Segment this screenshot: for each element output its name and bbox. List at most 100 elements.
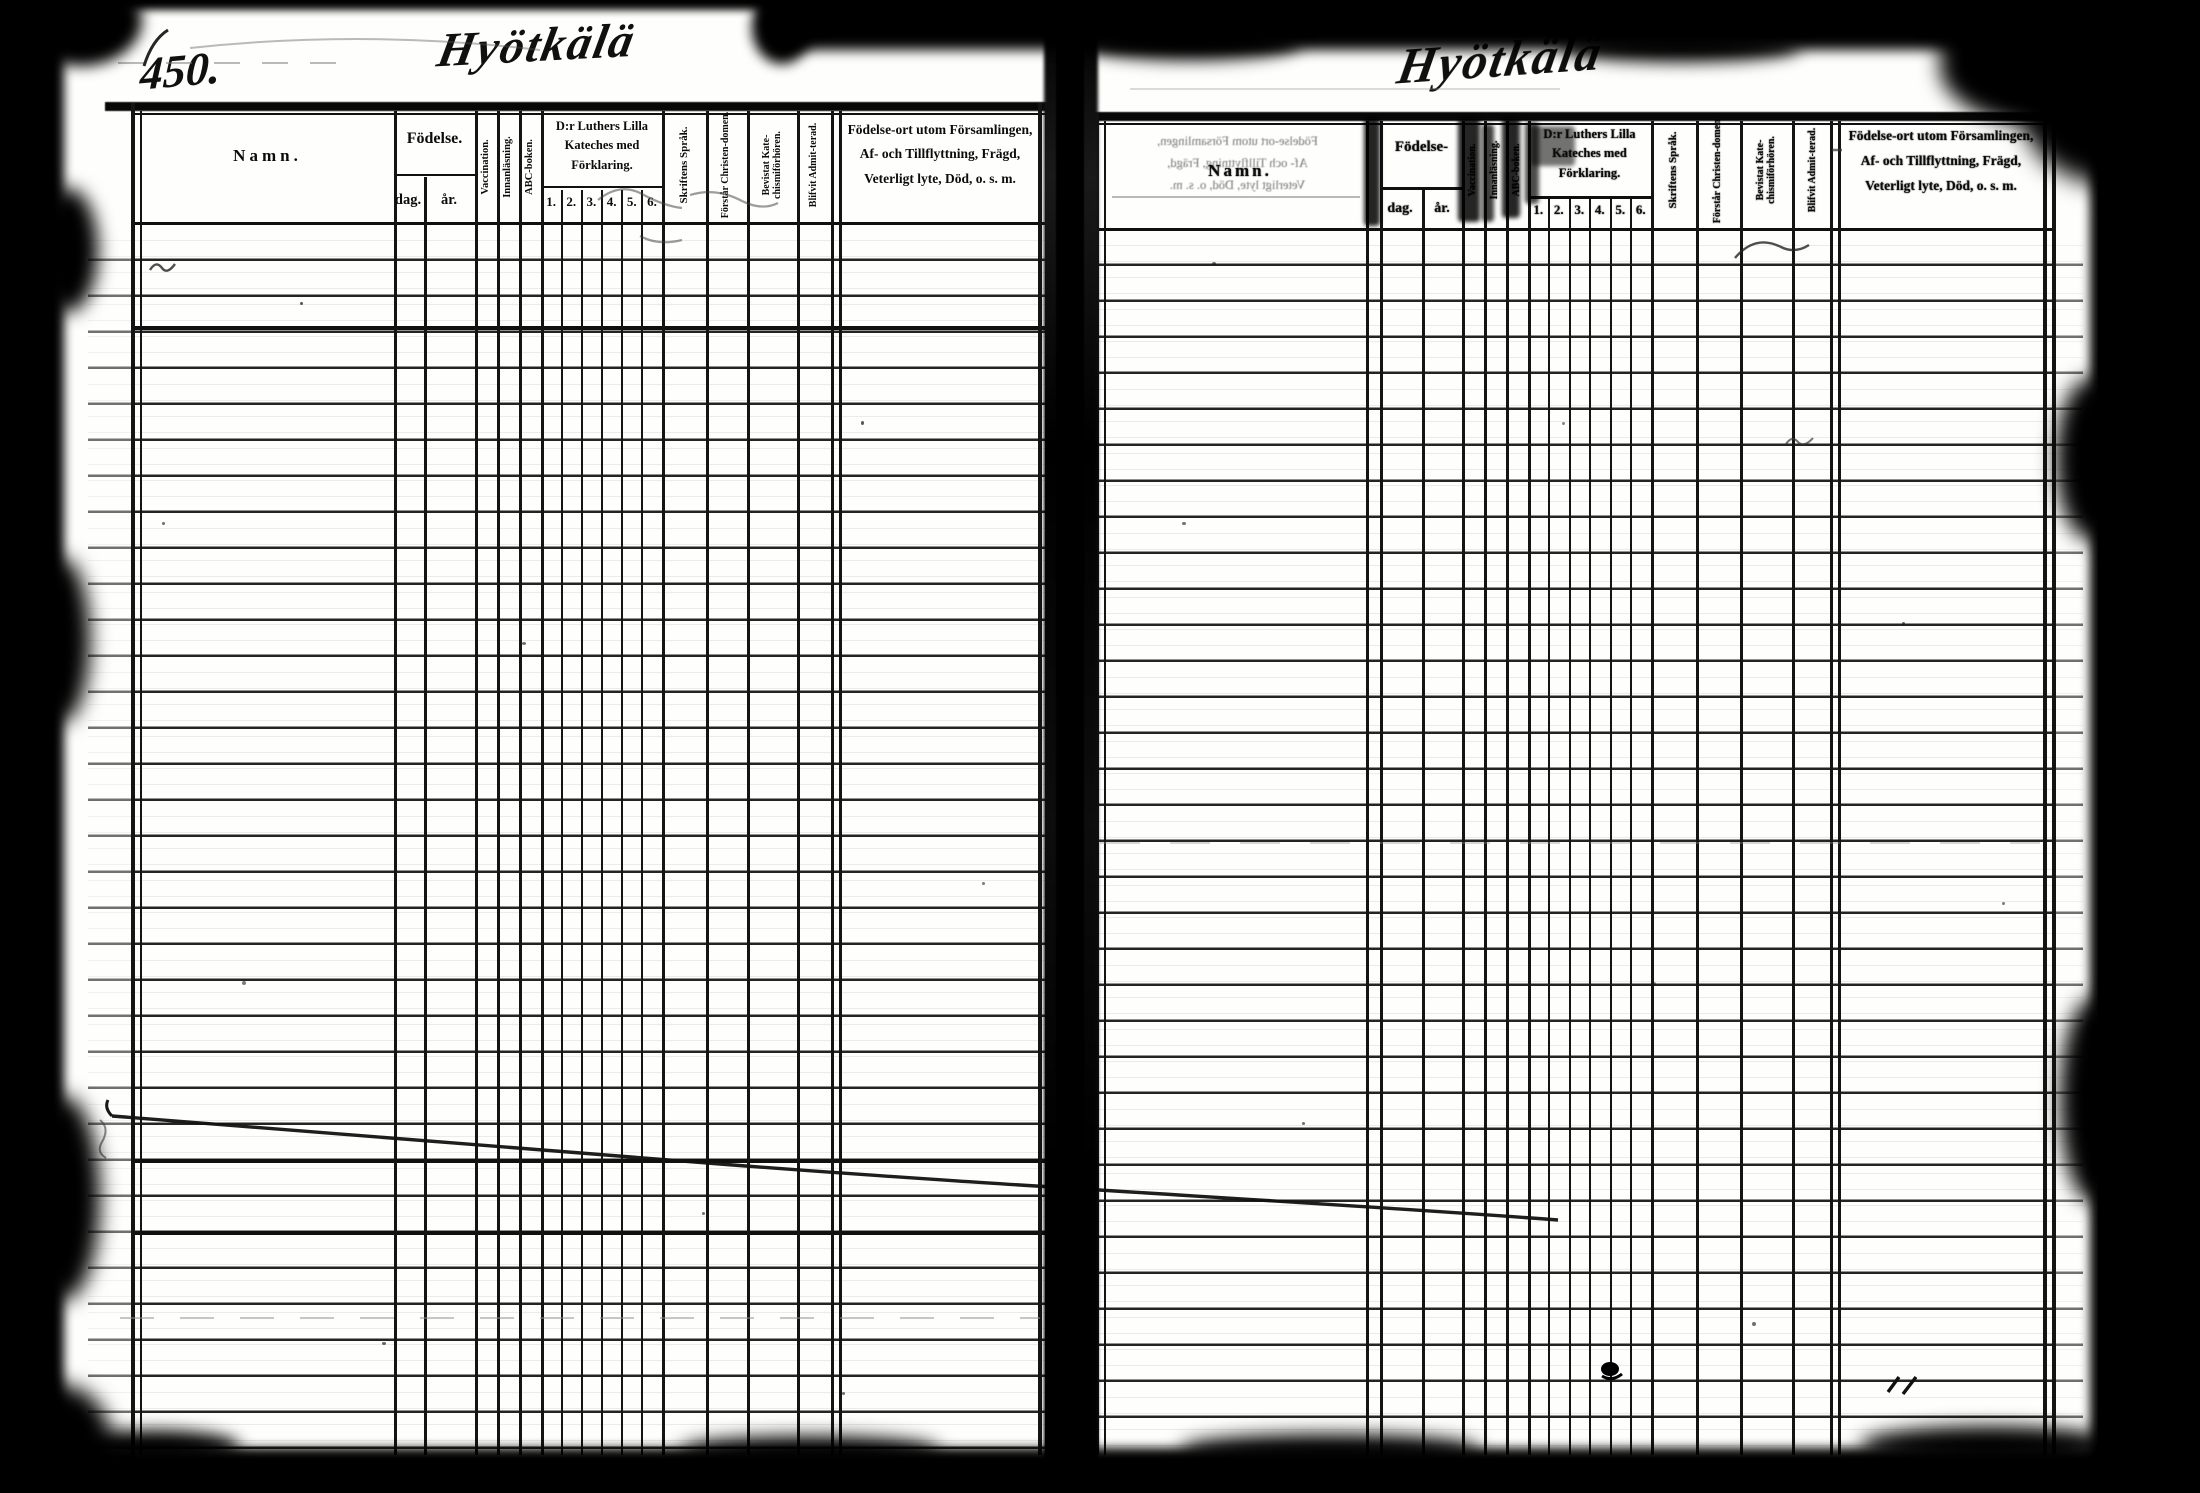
right-table-right-border [2043, 105, 2047, 1455]
gridline-h [394, 174, 475, 176]
dust-speck [1182, 522, 1186, 525]
gridline-v [1630, 199, 1632, 1455]
ink-smudge [1482, 124, 1494, 222]
luthers-subcol: 2. [566, 194, 577, 209]
gridline-h [131, 1159, 1046, 1163]
gridline-v [706, 111, 709, 1455]
remarks-line: Veterligt lyte, Död, o. s. m. [1865, 177, 2017, 193]
gridline-v [1548, 199, 1550, 1455]
left-table-top-border [105, 102, 1050, 111]
scan-edge-top-left [50, 0, 790, 10]
column-header-namn: Namn. [1208, 161, 1272, 180]
dust-speck [842, 1392, 845, 1395]
gridline-v [621, 190, 623, 1455]
gridline-h [1095, 123, 2053, 125]
luthers-line: D:r Luthers Lilla [1543, 127, 1636, 141]
column-header-fodelse: Födelse- [1394, 139, 1449, 155]
gridline-h [541, 186, 662, 188]
gridline-v [797, 111, 800, 1455]
remarks-line: Födelse-ort utom Församlingen, [847, 122, 1033, 137]
gridline-h [131, 1231, 1046, 1235]
scan-edge-blob [2026, 56, 2200, 186]
gridline-v [475, 111, 478, 1455]
gridline-v [394, 111, 397, 1455]
scan-streak [118, 62, 358, 64]
scan-edge-blob [34, 558, 90, 722]
gridline-h [131, 326, 1046, 330]
column-header-luthers-kateches: D:r Luthers Lilla Kateches med Förklarin… [1531, 125, 1648, 183]
small-mark [148, 263, 176, 272]
scan-edge-top-right [760, 0, 2140, 50]
remarks-line: Födelse-ort utom Församlingen, [1848, 128, 2034, 143]
gridline-h [131, 113, 1046, 115]
gridline-v [1696, 121, 1699, 1455]
gridline-v [497, 111, 500, 1455]
gridline-v [1830, 121, 1833, 1455]
scan-edge-blob [752, 0, 812, 64]
left-header-bottom-rule [131, 222, 1046, 225]
gridline-v [1740, 121, 1743, 1455]
ink-smudge [1502, 118, 1520, 218]
gridline-v [1838, 121, 1841, 1455]
gridline-v [839, 111, 842, 1455]
stray-line-hook [105, 1099, 114, 1118]
edge-loop-mark [98, 1119, 107, 1159]
luthers-subcol: 5. [1615, 202, 1626, 217]
luthers-line: D:r Luthers Lilla [555, 119, 649, 133]
dust-speck [1902, 622, 1905, 625]
dust-speck [861, 421, 864, 425]
small-mark [1785, 437, 1814, 446]
dust-speck [1562, 422, 1565, 425]
column-header-luthers-kateches: D:r Luthers Lilla Kateches med Förklarin… [544, 117, 660, 175]
gridline-v [1651, 121, 1654, 1455]
corner-hook-mark [142, 28, 169, 67]
dust-speck [300, 302, 303, 305]
luthers-line: Kateches med [1552, 146, 1627, 161]
gridline-v [561, 190, 563, 1455]
subheader-dag: dag. [394, 192, 422, 208]
scan-edge-blob [38, 188, 98, 312]
ink-blob [1601, 1362, 1619, 1376]
gridline-v [1462, 121, 1465, 1455]
gridline-v [519, 111, 522, 1455]
scan-edge-bottom [0, 1448, 2200, 1493]
luthers-line: Kateches med [564, 138, 640, 153]
book-gutter-core [1056, 0, 1084, 1493]
luthers-subcol: 1. [1533, 202, 1544, 217]
left-table-rows [131, 225, 1046, 1449]
luthers-subcolumns: 1. 2. 3. 4. 5. 6. [541, 194, 662, 220]
right-table-rows [1095, 230, 2053, 1450]
luthers-line: Förklaring. [571, 157, 633, 172]
gridline-v [831, 111, 834, 1455]
luthers-subcol: 2. [1553, 202, 1564, 217]
luthers-subcol: 3. [586, 194, 597, 209]
dust-speck [522, 642, 526, 645]
gridline-v [641, 190, 643, 1455]
scan-edge-blob [1080, 28, 1300, 60]
dust-speck [382, 1342, 386, 1345]
dust-speck [1422, 762, 1425, 765]
gridline-v [1104, 121, 1106, 1455]
column-header-remarks: Födelse-ort utom Församlingen, Af- och T… [1845, 124, 2037, 199]
scan-edge-blob [28, 1096, 100, 1300]
scan-streak [1130, 88, 1560, 90]
scan-edge-blob [1560, 34, 1800, 62]
dust-speck [1652, 982, 1656, 986]
left-table-right-border [1038, 103, 1042, 1455]
luthers-subcolumns: 1. 2. 3. 4. 5. 6. [1528, 202, 1651, 228]
remarks-line: Veterligt lyte, Död, o. s. m. [864, 170, 1016, 186]
ink-smudge [1531, 126, 1575, 166]
dust-speck [982, 882, 985, 885]
gridline-v [541, 111, 544, 1455]
gridline-v [747, 111, 750, 1455]
dust-speck [1302, 1122, 1305, 1125]
gridline-h [1112, 196, 1360, 198]
dust-speck [242, 981, 246, 985]
gridline-v [140, 111, 142, 1455]
gridline-v [1569, 199, 1571, 1455]
faint-scribble [597, 188, 779, 244]
gridline-v [1506, 121, 1509, 1455]
